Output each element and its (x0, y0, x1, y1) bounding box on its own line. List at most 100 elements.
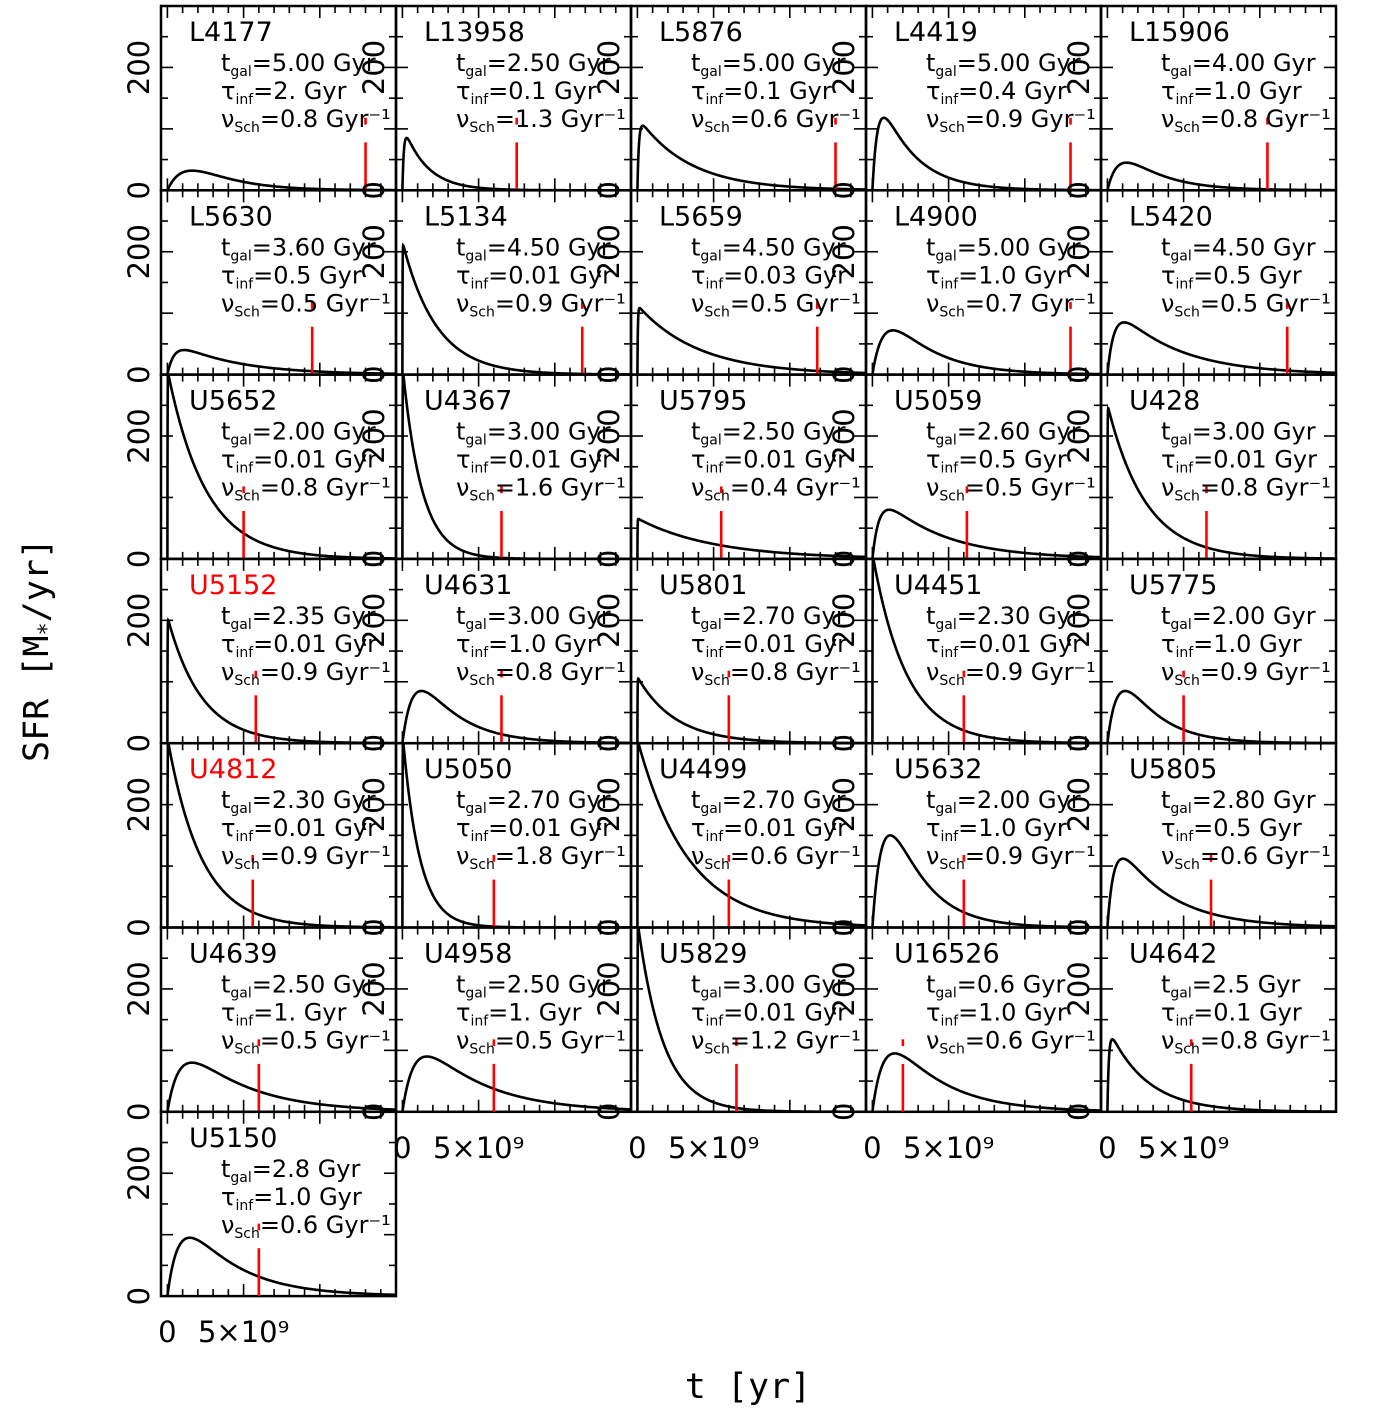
param-subscript: inf (235, 829, 254, 845)
param-symbol: t (456, 233, 465, 261)
param-t-gal: tgal=3.00 Gyr (456, 602, 611, 633)
param-subscript: gal (465, 617, 486, 633)
param-unit: Gyr (797, 630, 847, 658)
param-equals: = (722, 971, 742, 999)
y-tick-label: 0 (122, 181, 156, 199)
param-symbol: t (1161, 418, 1170, 446)
param-equals: = (723, 77, 743, 105)
param-value: 2.00 (977, 786, 1030, 814)
param-value: 2.70 (742, 786, 795, 814)
param-symbol: τ (456, 261, 470, 289)
param-tau-inf: τinf=0.01 Gyr (456, 814, 612, 845)
y-tick-label: 200 (592, 224, 626, 279)
param-unit: Gyr (797, 814, 847, 842)
param-tau-inf: τinf=1. Gyr (221, 999, 347, 1030)
panel-name: U428 (1129, 386, 1200, 417)
param-symbol: ν (691, 1027, 704, 1055)
param-value: 2.50 (507, 49, 560, 77)
param-unit: Gyr (311, 261, 361, 289)
param-equals: = (488, 999, 508, 1027)
panel-name: U5050 (424, 754, 512, 785)
param-symbol: ν (456, 658, 469, 686)
param-unit: Gyr⁻¹ (1258, 658, 1331, 686)
param-symbol: τ (221, 630, 235, 658)
param-symbol: t (691, 233, 700, 261)
param-equals: = (260, 289, 280, 317)
param-subscript: inf (470, 276, 489, 292)
sfr-curve (166, 1236, 396, 1297)
param-value: 0.5 (985, 474, 1023, 502)
param-unit: Gyr (781, 77, 831, 105)
param-subscript: gal (230, 801, 251, 817)
param-subscript: gal (465, 433, 486, 449)
param-value: 0.7 (985, 289, 1023, 317)
param-equals: = (495, 842, 515, 870)
param-symbol: τ (456, 77, 470, 105)
sfr-curve (871, 1052, 1101, 1112)
param-value: 0.01 (1213, 446, 1266, 474)
param-unit: Gyr (797, 261, 847, 289)
param-t-gal: tgal=2.35 Gyr (221, 602, 376, 633)
param-subscript: inf (235, 276, 254, 292)
param-tau-inf: τinf=1.0 Gyr (1161, 77, 1302, 108)
param-value: 0.6 (1220, 842, 1258, 870)
param-t-gal: tgal=2.30 Gyr (926, 602, 1081, 633)
param-subscript: gal (935, 433, 956, 449)
param-symbol: τ (691, 446, 705, 474)
param-subscript: Sch (234, 489, 259, 505)
param-unit: Gyr (1016, 77, 1066, 105)
param-symbol: ν (926, 658, 939, 686)
panel-name: L4419 (894, 17, 978, 48)
sfr-curve (871, 329, 1101, 375)
param-unit: Gyr (797, 446, 847, 474)
param-subscript: gal (465, 986, 486, 1002)
panel-name: L5659 (659, 201, 743, 232)
param-unit: Gyr⁻¹ (553, 105, 626, 133)
param-symbol: τ (1161, 261, 1175, 289)
param-unit: Gyr⁻¹ (1258, 842, 1331, 870)
param-subscript: Sch (704, 489, 729, 505)
param-equals: = (1193, 999, 1213, 1027)
param-unit: Gyr (1265, 418, 1315, 446)
param-subscript: inf (470, 645, 489, 661)
sfr-curve (636, 743, 866, 928)
y-tick-label: 0 (1062, 1103, 1096, 1121)
param-equals: = (723, 630, 743, 658)
param-value: 0.01 (508, 446, 561, 474)
param-subscript: gal (935, 617, 956, 633)
param-subscript: gal (230, 64, 251, 80)
param-equals: = (1193, 77, 1213, 105)
param-t-gal: tgal=2.50 Gyr (456, 971, 611, 1002)
param-subscript: Sch (704, 857, 729, 873)
param-unit: Gyr (1016, 446, 1066, 474)
param-unit: Gyr (562, 261, 612, 289)
panel-name: L5876 (659, 17, 743, 48)
param-nu-sch: νSch=0.9 Gyr⁻¹ (221, 842, 391, 873)
param-symbol: t (926, 233, 935, 261)
param-symbol: ν (221, 1027, 234, 1055)
param-equals: = (958, 999, 978, 1027)
param-subscript: Sch (704, 673, 729, 689)
param-subscript: Sch (1174, 857, 1199, 873)
param-subscript: Sch (939, 1042, 964, 1058)
param-unit: Gyr (795, 49, 845, 77)
param-unit: Gyr (546, 77, 596, 105)
param-nu-sch: νSch=0.9 Gyr⁻¹ (221, 658, 391, 689)
param-equals: = (730, 474, 750, 502)
param-value: 0.1 (743, 77, 781, 105)
param-nu-sch: νSch=0.9 Gyr⁻¹ (926, 658, 1096, 689)
param-symbol: t (691, 602, 700, 630)
param-nu-sch: νSch=1.2 Gyr⁻¹ (691, 1027, 861, 1058)
param-subscript: gal (465, 801, 486, 817)
param-symbol: ν (691, 105, 704, 133)
param-unit: Gyr (795, 971, 845, 999)
sfr-curve (636, 517, 866, 559)
param-symbol: t (691, 971, 700, 999)
param-tau-inf: τinf=1. Gyr (456, 999, 582, 1030)
param-nu-sch: νSch=1.6 Gyr⁻¹ (456, 474, 626, 505)
y-tick-label: 200 (827, 961, 861, 1016)
param-value: 3.00 (742, 971, 795, 999)
y-tick-label: 200 (357, 408, 391, 463)
